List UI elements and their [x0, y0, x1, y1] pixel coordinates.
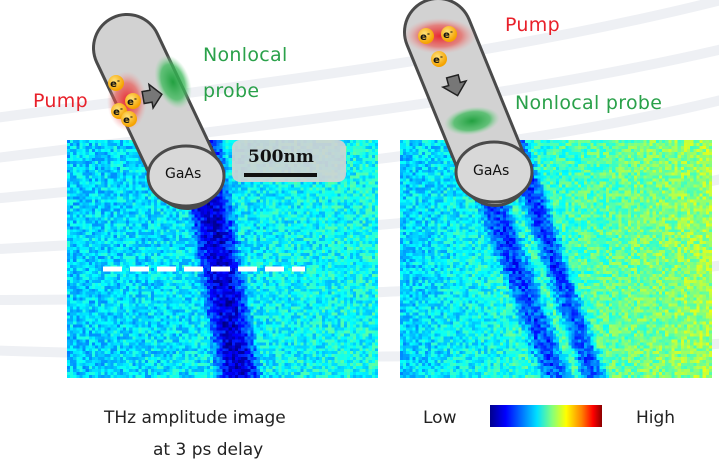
nanowire-left — [92, 13, 226, 210]
caption-line2: at 3 ps delay — [153, 440, 264, 460]
gaas-label-left: GaAs — [165, 166, 202, 182]
pump-label-left: Pump — [33, 90, 88, 112]
nonlocal-probe-label-left-line1: Nonlocal — [203, 44, 288, 66]
nanowire-right — [403, 0, 534, 207]
electron-label: e- — [110, 77, 120, 90]
electron-label: e- — [443, 28, 453, 41]
nanowire-left-end-face — [146, 144, 226, 208]
electron-label: e- — [113, 105, 123, 118]
probe-spot-right — [444, 106, 500, 136]
arrow-right-icon — [440, 73, 468, 97]
scale-bar-label: 500nm — [248, 147, 314, 167]
electron-label: e- — [433, 53, 443, 66]
pump-label-right: Pump — [505, 14, 560, 36]
electrons-right — [418, 26, 457, 67]
electron-label: e- — [123, 113, 133, 126]
electron-label: e- — [127, 95, 137, 108]
nonlocal-probe-label-right: Nonlocal probe — [515, 92, 663, 114]
colorbar-low-label: Low — [423, 408, 457, 428]
arrow-left-icon — [141, 82, 163, 111]
nanowire-right-end-face — [454, 140, 534, 204]
colorbar-high-label: High — [636, 408, 676, 428]
probe-spot-left — [154, 55, 192, 109]
nonlocal-probe-label-left-line2: probe — [203, 80, 260, 102]
gaas-label-right: GaAs — [473, 163, 510, 179]
colorbar — [490, 405, 602, 427]
scale-bar-box — [232, 140, 346, 182]
thz-scan-image-right — [400, 140, 712, 378]
pump-spot-right — [404, 18, 476, 54]
electron-label: e- — [420, 30, 430, 43]
caption-line1: THz amplitude image — [104, 408, 286, 428]
electrons-left — [108, 75, 141, 127]
